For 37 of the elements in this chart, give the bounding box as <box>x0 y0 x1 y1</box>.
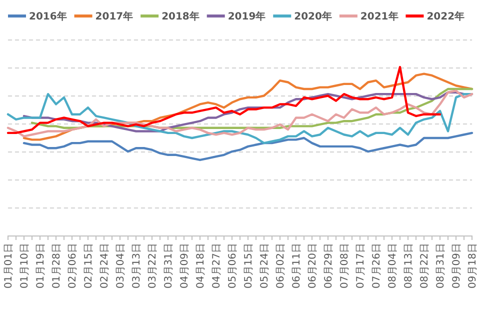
legend-label: 2019年 <box>228 10 266 22</box>
x-tick-label: 07月26日 <box>372 243 382 288</box>
x-tick-label: 08月04日 <box>388 243 398 288</box>
x-tick-label: 08月22日 <box>420 243 430 288</box>
legend-label: 2020年 <box>294 10 332 22</box>
x-tick-label: 06月29日 <box>324 243 334 288</box>
x-tick-label: 06月02日 <box>276 243 286 288</box>
x-tick-label: 09月18日 <box>468 243 478 288</box>
x-tick-label: 04月27日 <box>212 243 222 288</box>
x-tick-label: 01月28日 <box>52 243 62 288</box>
x-tick-label: 02月24日 <box>100 243 110 288</box>
x-tick-label: 01月19日 <box>36 243 46 288</box>
x-tick-label: 06月11日 <box>292 243 302 288</box>
x-tick-label: 04月18日 <box>196 243 206 288</box>
x-tick-label: 07月08日 <box>340 243 350 288</box>
legend-label: 2022年 <box>426 10 465 22</box>
x-tick-label: 08月13日 <box>404 243 414 288</box>
x-tick-label: 05月24日 <box>260 243 270 288</box>
x-tick-label: 03月13日 <box>132 243 142 288</box>
legend-label: 2016年 <box>29 10 67 22</box>
legend-label: 2017年 <box>95 10 134 22</box>
x-tick-label: 01月10日 <box>20 243 30 288</box>
x-tick-label: 05月15日 <box>244 243 254 288</box>
x-tick-label: 04月09日 <box>180 243 190 288</box>
x-tick-label: 06月20日 <box>308 243 318 288</box>
x-tick-label: 08月31日 <box>436 243 446 288</box>
x-tick-label: 03月04日 <box>116 243 126 288</box>
legend-label: 2021年 <box>360 10 398 22</box>
x-tick-label: 02月06日 <box>68 243 78 288</box>
x-tick-label: 03月31日 <box>164 243 174 288</box>
x-tick-label: 01月01日 <box>4 243 14 288</box>
x-tick-label: 05月06日 <box>228 243 238 288</box>
legend-label: 2018年 <box>162 10 200 22</box>
x-tick-label: 07月17日 <box>356 243 366 288</box>
x-tick-label: 09月09日 <box>452 243 462 288</box>
x-tick-label: 03月22日 <box>148 243 158 288</box>
x-tick-label: 02月15日 <box>84 243 94 288</box>
